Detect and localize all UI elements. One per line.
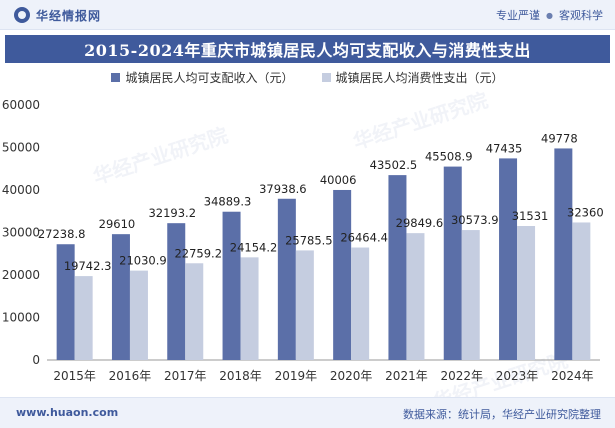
legend-label-income: 城镇居民人均可支配收入（元） (125, 71, 294, 85)
data-label-expense: 29849.6 (396, 216, 444, 230)
bar-expense (240, 257, 259, 360)
data-label-income: 43502.5 (370, 158, 418, 172)
bar-income (167, 223, 186, 360)
bar-income (56, 244, 75, 360)
data-label-expense: 30573.9 (451, 213, 499, 227)
y-tick-label: 20000 (2, 268, 40, 282)
x-tick-label: 2022年 (440, 369, 483, 383)
data-label-income: 29610 (99, 217, 136, 231)
x-tick-label: 2015年 (53, 369, 96, 383)
bar-income (222, 211, 241, 360)
legend-item-expense: 城镇居民人均消费性支出（元） (321, 69, 504, 86)
data-label-income: 40006 (320, 173, 357, 187)
brand-name: 华经情报网 (36, 8, 102, 23)
chart-title: 2015-2024年重庆市城镇居民人均可支配收入与消费性支出 (84, 41, 531, 60)
bar-income (111, 234, 130, 360)
bar-expense (517, 225, 536, 360)
x-tick-label: 2020年 (330, 369, 373, 383)
data-label-expense: 26464.4 (340, 231, 388, 245)
bar-expense (461, 230, 480, 360)
data-label-income: 37938.6 (259, 182, 307, 196)
legend-label-expense: 城镇居民人均消费性支出（元） (335, 71, 504, 85)
bar-chart: 0 10000 20000 30000 40000 50000 60000 27238.8 19… (2, 98, 604, 383)
bar-expense (351, 247, 370, 360)
footer-website-link[interactable]: www.huaon.com (16, 406, 119, 419)
tag-objective: 客观科学 (559, 9, 603, 22)
bar-income (499, 158, 518, 360)
x-tick-label: 2021年 (385, 369, 428, 383)
bar-income (333, 189, 352, 360)
brand[interactable]: 华经情报网 (14, 6, 101, 24)
x-tick-label: 2018年 (219, 369, 262, 383)
data-label-income: 27238.8 (38, 227, 86, 241)
data-label-expense: 19742.3 (64, 259, 112, 273)
data-label-expense: 31531 (512, 209, 549, 223)
bar-expense (572, 222, 591, 360)
bullet-icon: ● (546, 10, 553, 20)
bar-expense (185, 263, 204, 360)
x-tick-label: 2017年 (164, 369, 207, 383)
chart-legend: 城镇居民人均可支配收入（元） 城镇居民人均消费性支出（元） (0, 69, 615, 86)
data-label-expense: 22759.2 (174, 246, 222, 260)
x-tick-label: 2016年 (109, 369, 152, 383)
data-label-income: 45508.9 (425, 150, 473, 164)
y-tick-label: 60000 (2, 98, 40, 112)
x-tick-label: 2019年 (275, 369, 318, 383)
data-label-income: 32193.2 (148, 206, 196, 220)
legend-item-income: 城镇居民人均可支配收入（元） (111, 69, 294, 86)
top-bar: 华经情报网 专业严谨 ● 客观科学 (0, 0, 615, 30)
bar-income (554, 148, 573, 360)
y-tick-label: 30000 (2, 226, 40, 240)
header-tags: 专业严谨 ● 客观科学 (496, 7, 603, 23)
footer: www.huaon.com 数据来源：统计局，华经产业研究院整理 (0, 397, 615, 428)
bar-income (443, 166, 462, 360)
data-label-income: 34889.3 (204, 195, 252, 209)
data-label-expense: 32360 (567, 205, 604, 219)
bar-income (277, 198, 296, 360)
y-tick-label: 0 (32, 353, 40, 367)
data-label-expense: 21030.9 (119, 254, 167, 268)
y-tick-label: 50000 (2, 141, 40, 155)
brand-logo-icon (14, 7, 30, 23)
chart-title-bar: 2015-2024年重庆市城镇居民人均可支配收入与消费性支出 (5, 35, 610, 63)
data-label-expense: 25785.5 (285, 233, 333, 247)
bar-expense (74, 276, 93, 360)
data-label-expense: 24154.2 (230, 240, 278, 254)
data-label-income: 49778 (541, 131, 578, 145)
bar-expense (295, 250, 314, 360)
footer-source: 数据来源：统计局，华经产业研究院整理 (403, 408, 601, 421)
tag-rigorous: 专业严谨 (496, 9, 541, 22)
x-tick-label: 2024年 (551, 369, 594, 383)
bar-expense (406, 233, 425, 360)
bar-expense (129, 270, 148, 360)
y-tick-label: 40000 (2, 183, 40, 197)
bar-income (388, 175, 407, 360)
data-label-income: 47435 (486, 141, 523, 155)
x-tick-label: 2023年 (496, 369, 539, 383)
y-tick-label: 10000 (2, 311, 40, 325)
legend-swatch-income (111, 73, 121, 82)
legend-swatch-expense (321, 73, 331, 82)
